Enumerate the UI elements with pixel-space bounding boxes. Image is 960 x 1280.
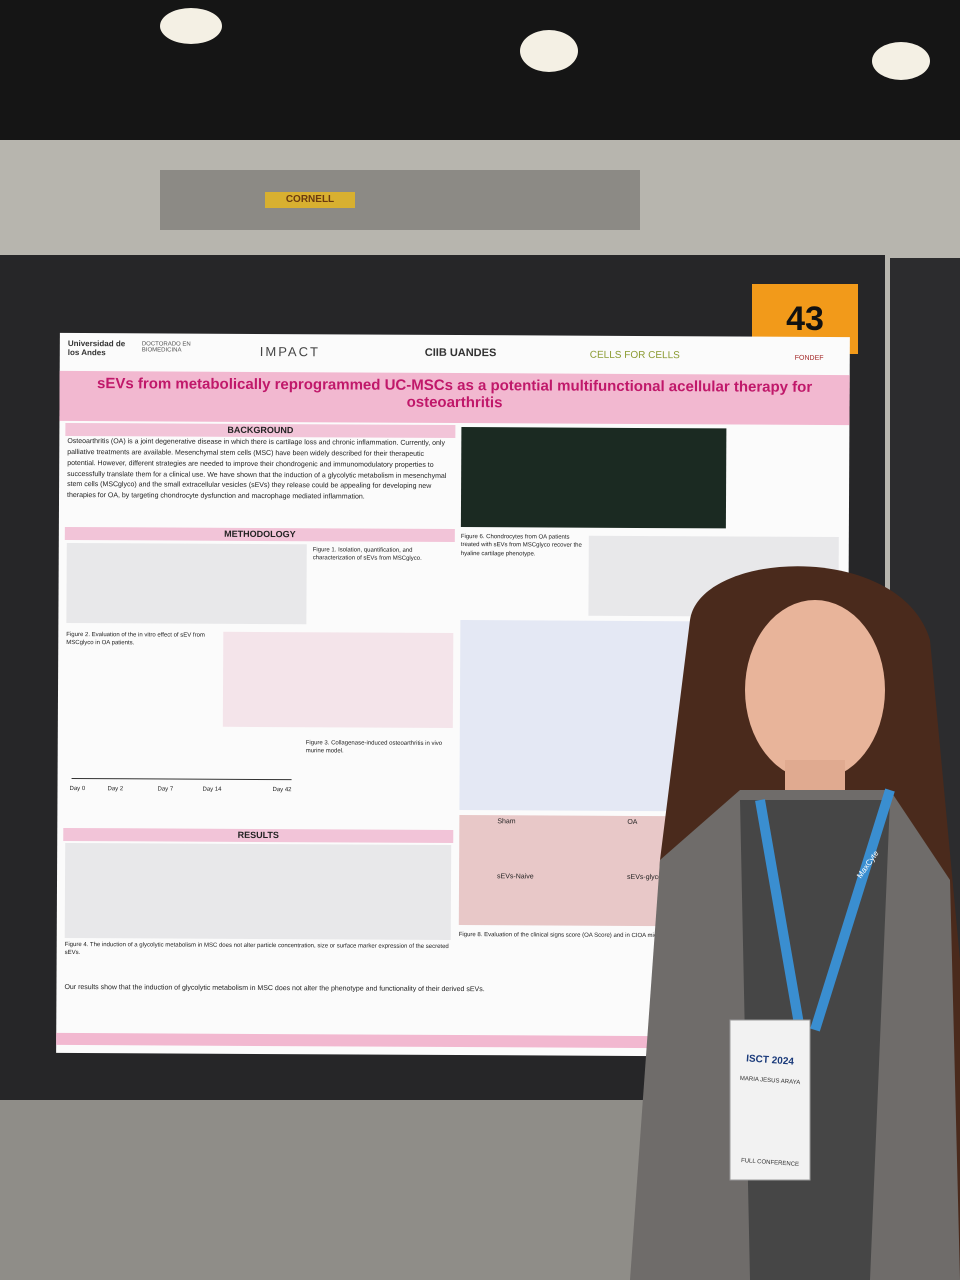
- section-heading: BACKGROUND: [65, 422, 456, 439]
- microscopy: [460, 427, 727, 529]
- logo: CELLS FOR CELLS: [589, 349, 680, 362]
- background-text: Osteoarthritis (OA) is a joint degenerat…: [67, 437, 447, 501]
- conclusion-text: Our results show that the induction of g…: [64, 983, 485, 994]
- section-heading: RESULTS: [63, 827, 454, 844]
- logo: IMPACT: [259, 343, 320, 360]
- figure: [64, 842, 452, 940]
- ceiling: [0, 0, 960, 140]
- timeline-label: Day 7: [157, 786, 174, 793]
- badge: [729, 1019, 811, 1181]
- figure-caption: Figure 4. The induction of a glycolytic …: [64, 941, 449, 957]
- figure: [222, 631, 454, 728]
- timeline-label: Day 42: [272, 787, 292, 794]
- ceiling-light: [520, 30, 578, 72]
- ceiling-duct: [160, 170, 640, 230]
- panel-label: Sham: [497, 818, 516, 826]
- poster-title: sEVs from metabolically reprogrammed UC-…: [96, 375, 813, 412]
- ceiling-light: [160, 8, 222, 44]
- timeline-label: Day 14: [202, 786, 222, 793]
- figure: [66, 542, 307, 625]
- logo: DOCTORADO EN BIOMEDICINA: [141, 341, 191, 354]
- timeline-label: Day 2: [107, 786, 124, 793]
- logo: FONDEF: [794, 354, 824, 362]
- figure-caption: Figure 1. Isolation, quantification, and…: [312, 547, 422, 563]
- logo: CIIB UANDES: [424, 346, 497, 360]
- face: [745, 600, 885, 780]
- lanyard-strap: [755, 788, 895, 1032]
- person: [630, 566, 960, 1280]
- timeline: [71, 778, 292, 781]
- sign: CORNELL: [265, 192, 355, 208]
- panel-label: sEVs-Naive: [497, 873, 534, 881]
- logo: Universidad de los Andes: [67, 338, 126, 358]
- timeline-label: Day 0: [69, 785, 86, 793]
- figure-caption: Figure 3. Collagenase-induced osteoarthr…: [305, 740, 443, 755]
- figure-caption: Figure 6. Chondrocytes from OA patients …: [460, 534, 582, 558]
- figure-caption: Figure 2. Evaluation of the in vitro eff…: [66, 631, 205, 647]
- ceiling-light: [872, 42, 930, 80]
- section-heading: METHODOLOGY: [64, 526, 455, 543]
